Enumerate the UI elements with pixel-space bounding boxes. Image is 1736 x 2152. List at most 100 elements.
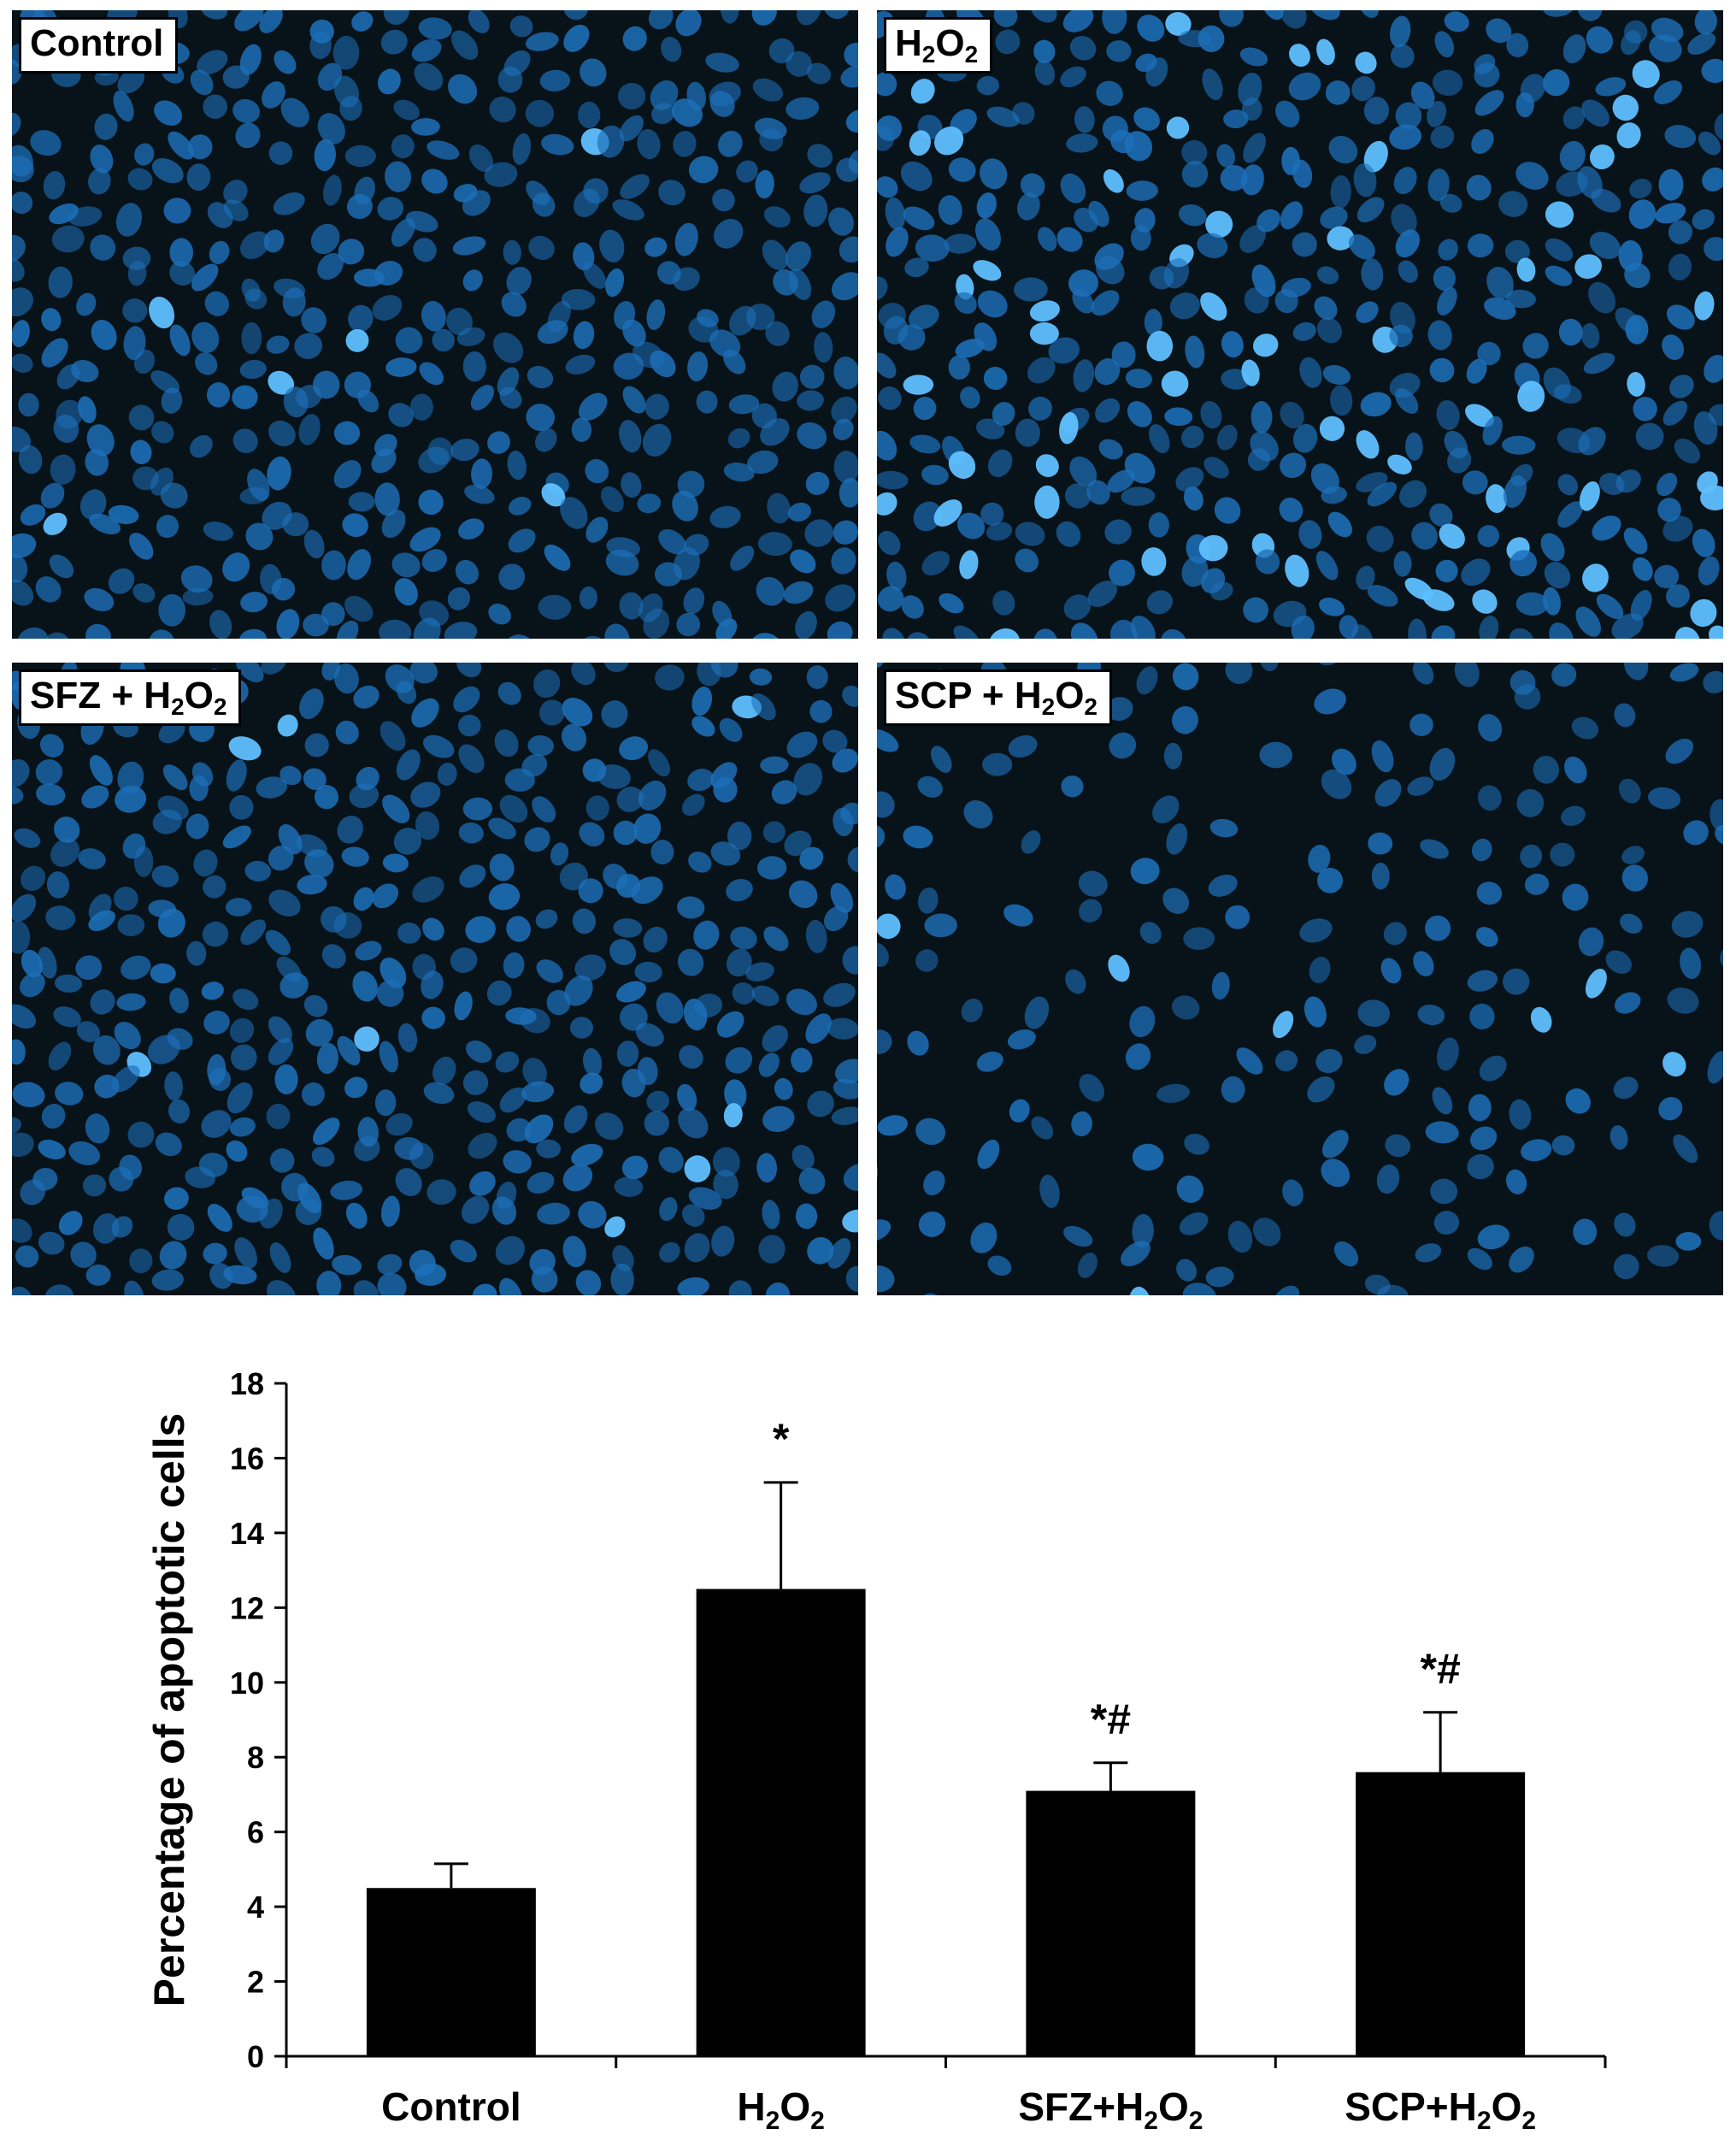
nucleus [1321, 769, 1352, 799]
nucleus [1251, 401, 1273, 433]
nucleus [1674, 627, 1701, 639]
nucleus [1060, 173, 1086, 203]
nucleus [877, 824, 886, 849]
nucleus [76, 292, 97, 316]
nucleus [304, 849, 334, 878]
nucleus [259, 10, 283, 33]
nucleus [948, 157, 976, 182]
nucleus [681, 793, 705, 817]
nucleus [158, 720, 185, 744]
nucleus [1239, 47, 1268, 67]
nucleus [710, 663, 739, 678]
nucleus [495, 1235, 526, 1265]
nucleus [562, 1235, 586, 1268]
nucleus [1498, 191, 1528, 217]
nucleus [561, 288, 596, 310]
nucleus [380, 29, 408, 55]
nucleus [301, 307, 327, 333]
nucleus [1674, 438, 1701, 464]
nucleus [562, 698, 593, 727]
nucleus [1720, 946, 1723, 970]
nucleus [904, 257, 929, 278]
nucleus [1561, 805, 1586, 827]
nucleus [337, 1035, 361, 1066]
nucleus [1072, 289, 1094, 314]
nucleus [1179, 203, 1207, 227]
nucleus [658, 528, 687, 555]
nucleus [605, 268, 625, 298]
nucleus [1385, 1134, 1411, 1158]
nucleus [977, 1139, 1000, 1170]
nuclei-field-sfz-h2o2 [12, 663, 858, 1295]
nucleus [1160, 628, 1187, 639]
nucleus [535, 909, 558, 929]
nucleus [601, 700, 628, 728]
nucleus [845, 1265, 858, 1293]
nucleus [1048, 337, 1080, 364]
nucleus [1623, 663, 1649, 681]
nucleus [877, 1156, 879, 1189]
nucleus [583, 262, 607, 289]
nucleus [823, 905, 849, 932]
nucleus [266, 1103, 291, 1129]
nucleus [674, 222, 698, 256]
nucleus [762, 1200, 780, 1229]
nucleus [1486, 18, 1512, 44]
nucleus [1668, 220, 1692, 245]
nucleus [1562, 34, 1586, 64]
nucleus [1702, 167, 1723, 192]
nucleus [745, 962, 774, 982]
nucleus [503, 239, 521, 265]
nucleus [903, 206, 935, 231]
nucleus [877, 176, 898, 198]
nucleus [1275, 100, 1300, 127]
nucleus [610, 1263, 634, 1295]
nucleus [157, 908, 185, 938]
nucleus [1064, 483, 1092, 509]
nucleus [241, 321, 262, 355]
nucleus [339, 95, 362, 121]
nucleus [1632, 60, 1660, 88]
nucleus [831, 396, 857, 424]
nucleus [203, 94, 227, 119]
nucleus [418, 446, 450, 474]
nucleus [276, 609, 300, 639]
nucleus [1465, 404, 1494, 427]
nucleus [1291, 615, 1315, 639]
nucleus [465, 1040, 492, 1064]
nucleus [1121, 1241, 1150, 1267]
nucleus [1129, 1286, 1151, 1295]
nucleus [1408, 618, 1427, 639]
nucleus [1172, 705, 1198, 734]
nucleus [1030, 10, 1057, 23]
nucleus [222, 65, 250, 89]
nucleus [767, 492, 791, 524]
nucleus [1103, 168, 1124, 193]
nucleus [397, 1023, 418, 1052]
nucleus [12, 1218, 32, 1243]
nucleus [1061, 775, 1084, 798]
nucleus [12, 920, 31, 954]
nucleus [151, 865, 179, 887]
nucleus [1530, 1006, 1552, 1033]
nucleus [538, 699, 565, 726]
nucleus [921, 551, 950, 576]
nucleus [1614, 992, 1641, 1014]
nucleus [397, 922, 421, 944]
nucleus [377, 1272, 407, 1295]
nucleus [503, 952, 525, 979]
nucleus [189, 775, 209, 802]
nucleus [1675, 1231, 1702, 1251]
nucleus [89, 513, 121, 534]
nucleus [1247, 448, 1270, 471]
nucleus [655, 664, 685, 691]
nucleus [423, 734, 455, 758]
nucleus [1517, 380, 1545, 412]
x-category-label: SCP+H2O2 [1345, 2084, 1536, 2135]
nucleus [613, 918, 643, 938]
nucleus [265, 929, 291, 956]
nucleus [232, 385, 258, 410]
nucleus [1461, 558, 1491, 587]
nucleus [1198, 534, 1228, 562]
nucleus [1292, 423, 1318, 453]
